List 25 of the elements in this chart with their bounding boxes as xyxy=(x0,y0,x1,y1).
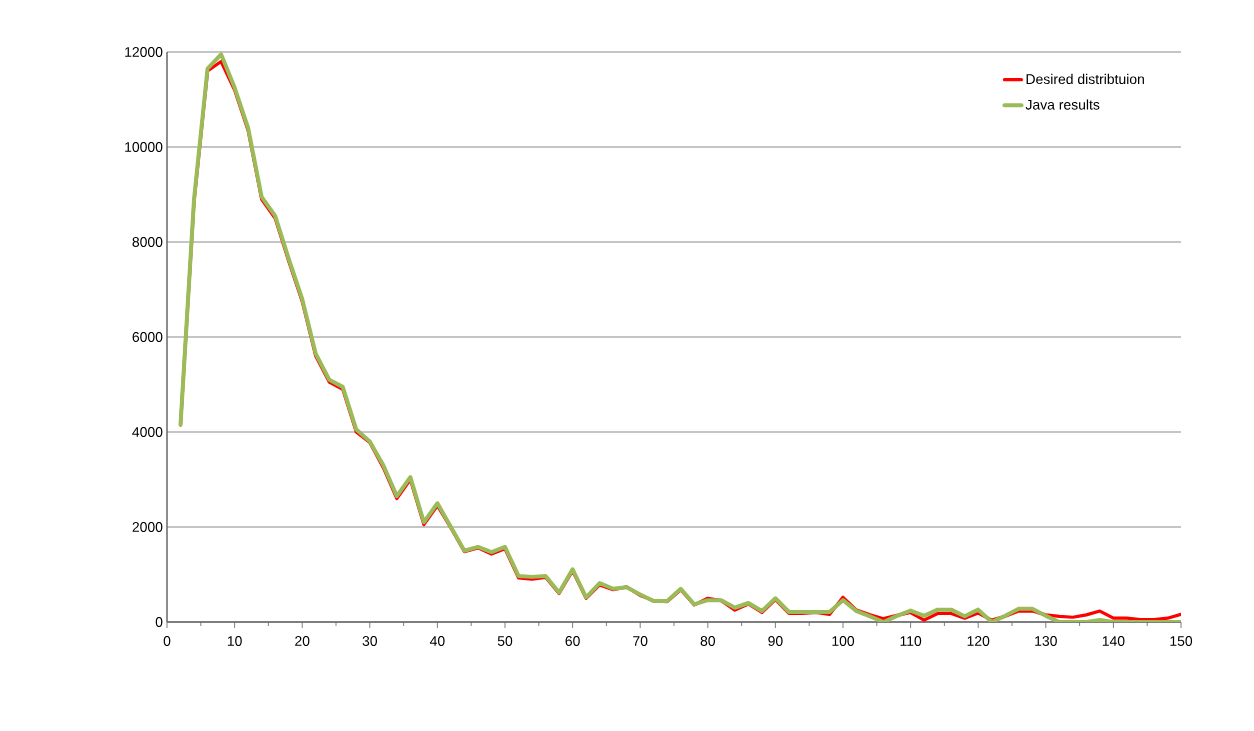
x-tick-label: 150 xyxy=(1170,636,1193,646)
x-tick-label: 0 xyxy=(163,636,171,646)
y-tick-label: 8000 xyxy=(132,237,163,247)
x-tick-label: 30 xyxy=(362,636,378,646)
x-tick-label: 20 xyxy=(295,636,310,646)
x-tick-label: 130 xyxy=(1035,636,1057,646)
x-tick-label: 50 xyxy=(497,636,513,646)
x-tick-label: 70 xyxy=(633,636,648,646)
x-tick-label: 80 xyxy=(700,636,716,646)
y-tick-label: 4000 xyxy=(132,427,163,437)
legend-label: Desired distribtuion xyxy=(1026,73,1144,85)
x-tick-label: 140 xyxy=(1102,636,1125,646)
x-tick-label: 90 xyxy=(768,636,783,646)
x-tick-label: 120 xyxy=(967,636,990,646)
y-tick-label: 10000 xyxy=(125,142,163,152)
legend-label: Java results xyxy=(1025,99,1100,110)
x-tick-label: 60 xyxy=(565,636,580,646)
y-tick-label: 6000 xyxy=(132,332,163,342)
x-tick-label: 40 xyxy=(429,636,445,646)
x-tick-label: 100 xyxy=(832,636,855,646)
x-tick-label: 110 xyxy=(900,636,922,646)
y-tick-label: 0 xyxy=(155,617,163,627)
y-tick-label: 2000 xyxy=(132,522,163,532)
y-tick-label: 12000 xyxy=(125,47,163,57)
x-tick-label: 10 xyxy=(227,636,242,646)
